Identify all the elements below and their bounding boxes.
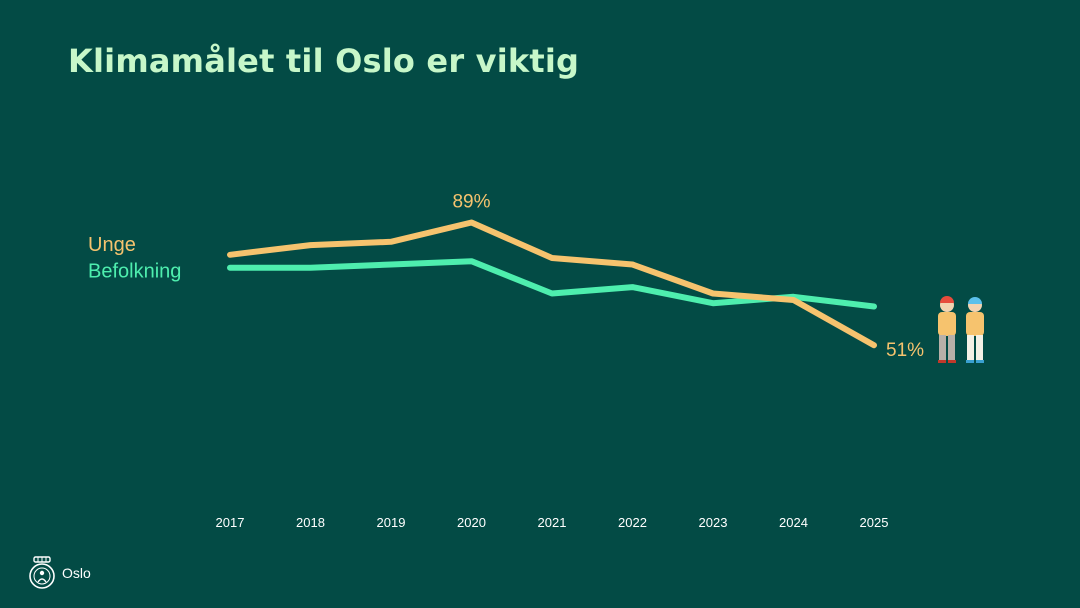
x-tick-label-2024: 2024	[779, 515, 808, 530]
page-title: Klimamålet til Oslo er viktig	[68, 42, 580, 80]
legend: Unge Befolkning	[88, 234, 181, 283]
series-lines	[227, 219, 877, 349]
x-tick-label-2017: 2017	[216, 515, 245, 530]
x-tick-label-2021: 2021	[538, 515, 567, 530]
person-left-icon	[938, 296, 956, 363]
footer: Oslo	[28, 556, 91, 590]
x-tick-label-2025: 2025	[860, 515, 889, 530]
footer-label: Oslo	[62, 565, 91, 581]
x-tick-label-2018: 2018	[296, 515, 325, 530]
x-axis-tick-labels: 2017 2018 2019 2020 2021 2022 2023 2024 2025	[216, 515, 889, 530]
series-line-unge	[227, 219, 877, 349]
x-tick-label-2019: 2019	[377, 515, 406, 530]
x-tick-label-2020: 2020	[457, 515, 486, 530]
x-tick-label-2023: 2023	[699, 515, 728, 530]
person-right-icon	[966, 297, 984, 363]
legend-label-befolkning: Befolkning	[88, 261, 181, 283]
legend-label-unge: Unge	[88, 234, 136, 256]
oslo-seal-icon	[29, 556, 55, 589]
x-tick-label-2022: 2022	[618, 515, 647, 530]
two-people-icon	[938, 296, 984, 363]
data-labels: 89% 51%	[452, 191, 924, 361]
data-label-unge-2025: 51%	[886, 340, 924, 361]
data-label-unge-2020: 89%	[452, 191, 490, 212]
